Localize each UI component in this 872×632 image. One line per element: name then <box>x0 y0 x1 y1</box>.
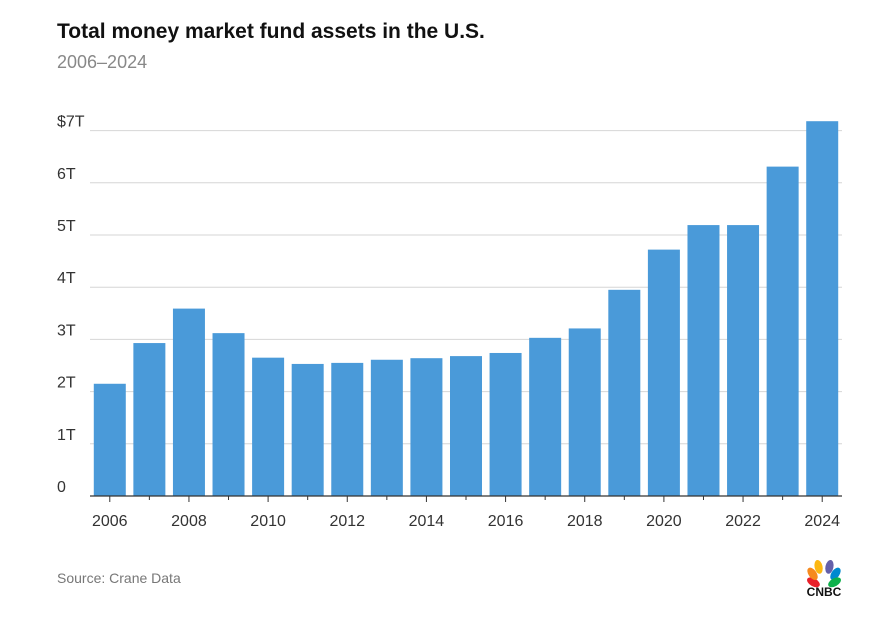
x-tick-label: 2014 <box>409 513 445 530</box>
x-tick-label: 2010 <box>250 513 286 530</box>
y-tick-labels: 0 1T 2T 3T 4T 5T 6T $7T <box>57 114 85 496</box>
bar-2006 <box>93 383 126 496</box>
bar-2022 <box>727 225 760 496</box>
x-tick-label: 2018 <box>567 513 603 530</box>
bar-2020 <box>647 249 680 496</box>
bar-2024 <box>806 121 839 496</box>
x-tick-label: 2022 <box>725 513 761 530</box>
bar-2018 <box>568 328 601 496</box>
bar-2014 <box>410 358 443 496</box>
x-tick-label: 2016 <box>488 513 524 530</box>
bars <box>93 121 839 497</box>
x-tick-label: 2020 <box>646 513 682 530</box>
chart-subtitle: 2006–2024 <box>57 52 148 72</box>
bar-2019 <box>608 289 641 496</box>
bar-2009 <box>212 333 245 496</box>
bar-2008 <box>172 308 205 496</box>
y-tick-label: 5T <box>57 218 76 235</box>
y-tick-label: 6T <box>57 166 76 183</box>
bar-2017 <box>529 337 562 496</box>
axes <box>90 495 842 502</box>
cnbc-logo: CNBC <box>807 559 842 598</box>
bar-2021 <box>687 225 720 496</box>
peacock-icon <box>807 559 841 588</box>
y-tick-label: 1T <box>57 427 76 444</box>
bar-2011 <box>291 363 324 496</box>
chart-title: Total money market fund assets in the U.… <box>57 20 485 43</box>
x-tick-label: 2024 <box>804 513 840 530</box>
source-note: Source: Crane Data <box>57 570 181 586</box>
logo-text: CNBC <box>807 585 842 598</box>
bar-2007 <box>133 343 166 496</box>
bar-2023 <box>766 166 799 497</box>
x-tick-label: 2012 <box>329 513 365 530</box>
bar-2010 <box>252 357 285 496</box>
bar-2015 <box>450 356 482 496</box>
x-tick-labels: 2006 2008 2010 2012 2014 2016 2018 2020 2022 2024 <box>92 513 840 530</box>
bar-2013 <box>370 359 403 496</box>
x-tick-label: 2008 <box>171 513 207 530</box>
x-tick-label: 2006 <box>92 513 128 530</box>
y-tick-label: 2T <box>57 375 76 392</box>
y-tick-label: 4T <box>57 270 76 287</box>
bar-2012 <box>331 362 364 496</box>
y-tick-label: 0 <box>57 479 66 496</box>
y-tick-label: 3T <box>57 322 76 339</box>
y-tick-label: $7T <box>57 114 85 131</box>
bar-2016 <box>489 352 522 496</box>
